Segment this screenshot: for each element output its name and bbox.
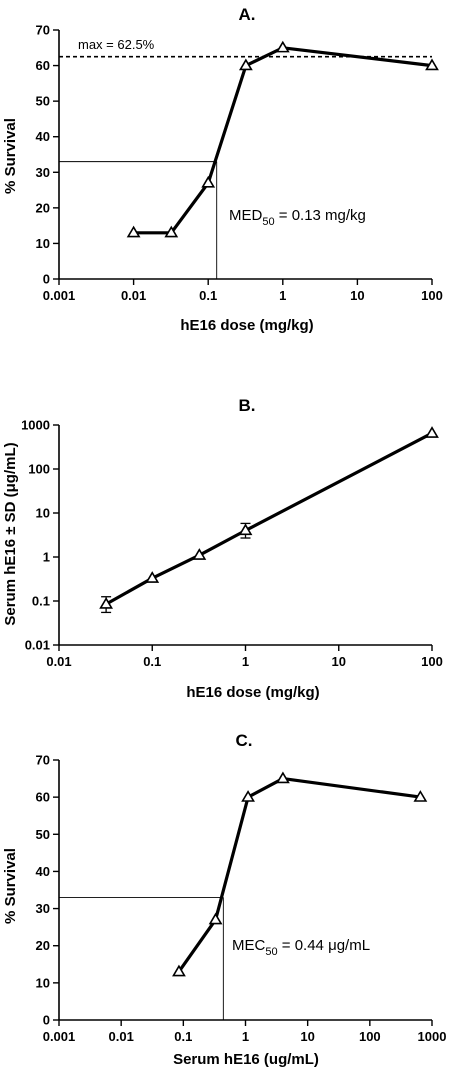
panel-b-ylabel-pm: ± — [2, 527, 19, 535]
panel-a-max-label: max = 62.5% — [78, 37, 155, 52]
panel-c-series — [172, 771, 428, 977]
panel-a-med50-annotation: MED50 = 0.13 mg/kg — [229, 207, 366, 228]
panel-c-x-tick-label: 0.001 — [43, 1029, 76, 1044]
panel-a-med-main: MED — [229, 207, 263, 224]
panel-b-title: B. — [239, 396, 256, 415]
panel-a-med-sub: 50 — [262, 216, 274, 228]
panel-a-x-tick-label: 10 — [350, 288, 364, 303]
panel-b-x-tick-label: 10 — [332, 654, 346, 669]
panel-a-y-tick-label: 0 — [43, 272, 50, 287]
panel-c-mec-rest-post: g/mL — [337, 937, 370, 954]
panel-b-data-point — [192, 548, 207, 560]
panel-b: B. 0.01 0.1 1 10 100 1000 0.01 0.1 1 10 100 Serum… — [2, 396, 443, 701]
panel-c-title: C. — [236, 731, 253, 750]
panel-a-series-line — [132, 46, 434, 235]
panel-c-y-axis-label: % Survival — [2, 848, 19, 924]
panel-c: C. 0 10 20 30 40 50 60 70 0.001 0.01 0.1 1 10 100 100… — [2, 731, 446, 1068]
panel-c-data-point — [241, 790, 255, 802]
panel-a-y-tick-label: 70 — [36, 23, 50, 38]
panel-a-ref-lines — [59, 161, 218, 279]
panel-a-title: A. — [239, 5, 256, 24]
panel-c-data-point — [276, 771, 290, 784]
panel-a-data-point — [275, 40, 290, 53]
panel-b-y-axis: 0.01 0.1 1 10 100 1000 — [21, 418, 60, 653]
panel-c-y-tick-label: 20 — [36, 938, 50, 953]
panel-b-ylabel-part3: g/mL) — [2, 442, 19, 483]
panel-b-data-point — [238, 523, 253, 536]
panel-a-data-point — [201, 175, 216, 188]
panel-b-x-tick-label: 0.1 — [143, 654, 161, 669]
panel-a-x-tick-label: 0.001 — [43, 288, 76, 303]
panel-c-mec-sub: 50 — [265, 946, 277, 958]
panel-a-y-tick-label: 40 — [36, 129, 50, 144]
panel-b-data-point — [99, 597, 114, 609]
panel-b-x-tick-label: 0.01 — [46, 654, 71, 669]
panel-a-series — [126, 40, 439, 238]
panel-c-mec-rest-pre: = 0.44 — [278, 937, 328, 954]
panel-a-y-axis: 0 10 20 30 40 50 60 70 — [36, 23, 60, 287]
panel-a-data-point — [425, 58, 439, 71]
panel-c-y-tick-label: 10 — [36, 975, 50, 990]
panel-b-x-tick-label: 100 — [421, 654, 443, 669]
panel-b-series — [99, 426, 439, 614]
panel-c-x-axis: 0.001 0.01 0.1 1 10 100 1000 — [43, 1019, 447, 1044]
panel-a-data-point — [164, 225, 179, 238]
panel-c-x-tick-label: 1 — [242, 1029, 249, 1044]
panel-a-x-tick-label: 0.1 — [199, 288, 217, 303]
panel-c-mec-mu: μ — [328, 937, 337, 954]
panel-a-med-rest: = 0.13 mg/kg — [275, 207, 366, 224]
panel-c-data-point — [172, 964, 186, 977]
panel-c-y-tick-label: 40 — [36, 864, 50, 879]
panel-a-x-tick-label: 1 — [279, 288, 286, 303]
panel-c-x-tick-label: 0.1 — [174, 1029, 192, 1044]
panel-a-y-tick-label: 50 — [36, 94, 50, 109]
panel-a-x-axis-label: hE16 dose (mg/kg) — [180, 317, 313, 334]
panel-a-y-axis-label: % Survival — [2, 118, 19, 194]
panel-a-x-tick-label: 0.01 — [121, 288, 146, 303]
panel-a: A. 0 10 20 30 40 50 60 70 0.001 0.01 0.1 1 10 100 % … — [2, 5, 443, 334]
panel-a-y-tick-label: 10 — [36, 236, 50, 251]
panel-b-y-tick-label: 0.01 — [25, 638, 50, 653]
panel-c-x-axis-label: Serum hE16 (ug/mL) — [173, 1051, 319, 1068]
panel-b-y-axis-label: Serum hE16 ± SD (μg/mL) — [2, 442, 19, 625]
panel-b-x-axis: 0.01 0.1 1 10 100 — [46, 644, 443, 669]
panel-c-mec-main: MEC — [232, 937, 266, 954]
panel-a-y-tick-label: 30 — [36, 165, 50, 180]
panel-c-data-point — [413, 790, 428, 802]
panel-c-x-tick-label: 0.01 — [109, 1029, 134, 1044]
panel-b-x-axis-label: hE16 dose (mg/kg) — [186, 684, 319, 701]
panel-c-y-tick-label: 0 — [43, 1013, 50, 1028]
panel-b-data-point — [145, 571, 160, 583]
panel-a-data-point — [238, 58, 253, 71]
panel-c-y-axis: 0 10 20 30 40 50 60 70 — [36, 753, 60, 1028]
panel-a-data-point — [126, 225, 141, 238]
panel-c-y-tick-label: 60 — [36, 790, 50, 805]
panel-b-y-tick-label: 1 — [43, 550, 50, 565]
panel-c-data-point — [208, 912, 223, 925]
panel-b-ylabel-part1: Serum hE16 — [2, 535, 19, 626]
panel-b-y-tick-label: 1000 — [21, 418, 50, 433]
panel-c-y-tick-label: 70 — [36, 753, 50, 768]
panel-b-x-tick-label: 1 — [242, 654, 249, 669]
panel-b-ylabel-mu: μ — [2, 483, 19, 492]
panel-a-y-tick-label: 60 — [36, 58, 50, 73]
panel-c-y-tick-label: 30 — [36, 901, 50, 916]
panel-b-y-tick-label: 10 — [36, 506, 50, 521]
panel-b-y-tick-label: 0.1 — [32, 594, 50, 609]
panel-c-ref-lines — [59, 896, 224, 1020]
panel-a-y-tick-label: 20 — [36, 200, 50, 215]
panel-c-mec50-annotation: MEC50 = 0.44 μg/mL — [232, 937, 370, 958]
panel-c-x-tick-label: 1000 — [418, 1029, 447, 1044]
panel-b-data-point — [425, 426, 439, 438]
panel-b-y-tick-label: 100 — [28, 462, 50, 477]
panel-a-x-axis: 0.001 0.01 0.1 1 10 100 — [43, 278, 443, 303]
panel-c-y-tick-label: 50 — [36, 827, 50, 842]
panel-a-x-tick-label: 100 — [421, 288, 443, 303]
panel-c-x-tick-label: 10 — [300, 1029, 314, 1044]
panel-c-x-tick-label: 100 — [359, 1029, 381, 1044]
panel-b-ylabel-part2: SD ( — [2, 492, 19, 526]
